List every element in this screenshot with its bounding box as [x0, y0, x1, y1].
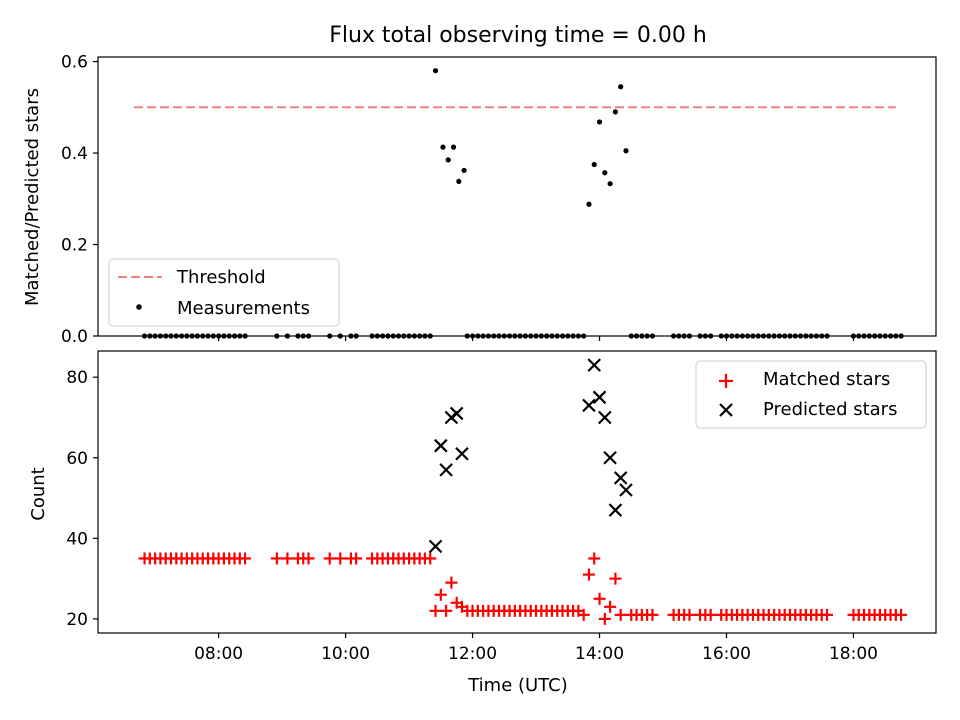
measurement-point	[456, 178, 462, 185]
measurement-point	[461, 167, 467, 174]
top-legend-measurements-label: Measurements	[177, 298, 310, 319]
x-tick-label: 12:00	[448, 644, 497, 664]
measurement-point	[450, 144, 457, 150]
bottom-legend-matched-swatch	[719, 374, 733, 388]
top-y-tick-label: 0.2	[61, 236, 88, 256]
matched-star-point	[821, 608, 834, 621]
measurement-point	[445, 157, 451, 163]
bottom-legend-predicted-label: Predicted stars	[763, 399, 897, 420]
x-tick-label: 16:00	[702, 644, 751, 664]
bottom-legend-predicted-swatch	[719, 403, 733, 417]
bottom-y-tick-label: 80	[66, 368, 88, 388]
predicted-star-point	[428, 539, 443, 554]
predicted-star-point	[619, 483, 633, 497]
top-legend: Threshold Measurements	[108, 258, 340, 327]
matched-star-point	[704, 608, 717, 621]
measurement-point	[432, 68, 439, 74]
top-y-axis-label: Matched/Predicted stars	[22, 88, 43, 306]
bottom-plot-frame	[97, 350, 937, 634]
measurement-point	[602, 170, 608, 176]
top-legend-threshold-label: Threshold	[176, 267, 266, 288]
predicted-star-point	[439, 463, 453, 477]
bottom-y-tick-label: 40	[66, 529, 88, 549]
bottom-plot-marks	[138, 358, 908, 625]
matched-star-point	[323, 552, 336, 565]
bottom-y-tick-label: 60	[66, 449, 88, 469]
bottom-legend-matched-label: Matched stars	[763, 369, 890, 390]
top-plot-frame	[97, 56, 937, 337]
matched-star-point	[281, 552, 294, 565]
predicted-star-point	[592, 390, 607, 405]
matched-star-point	[440, 604, 453, 617]
matched-star-point	[598, 612, 611, 625]
matched-star-point	[609, 572, 622, 585]
predicted-star-point	[587, 358, 602, 372]
matched-star-point	[614, 608, 627, 621]
measurement-point	[618, 84, 624, 90]
predicted-star-point	[608, 503, 623, 517]
top-y-axis-ticks: 0.0 0.2 0.4 0.6	[61, 53, 855, 347]
matched-star-point	[424, 552, 437, 565]
matched-star-point	[895, 608, 908, 621]
top-y-tick-label: 0.0	[61, 327, 88, 347]
matched-star-point	[604, 600, 617, 613]
matched-star-point	[683, 608, 696, 621]
matched-star-point	[593, 592, 606, 605]
matched-star-point	[270, 552, 283, 565]
measurement-point	[612, 109, 619, 115]
predicted-star-point	[434, 438, 448, 453]
bottom-x-axis-ticks: 08:00 10:00 12:00 14:00 16:00 18:00	[194, 633, 878, 664]
top-legend-box	[108, 258, 340, 327]
measurement-point	[623, 148, 629, 154]
bottom-legend: Matched stars Predicted stars	[695, 360, 927, 429]
matched-star-point	[429, 604, 442, 617]
bottom-legend-box	[695, 360, 927, 429]
bottom-y-tick-label: 20	[66, 610, 88, 630]
measurement-point	[586, 201, 592, 207]
matched-star-point	[445, 576, 458, 589]
measurement-point	[607, 181, 613, 187]
predicted-star-point	[613, 471, 628, 485]
x-tick-label: 10:00	[321, 644, 370, 664]
matched-star-point	[302, 552, 315, 565]
predicted-star-point	[449, 406, 464, 421]
predicted-star-point	[455, 446, 469, 461]
x-tick-label: 08:00	[194, 644, 243, 664]
matched-star-point	[582, 568, 595, 581]
matched-star-point	[434, 588, 447, 601]
measurement-point	[440, 144, 446, 150]
predicted-star-point	[598, 410, 612, 425]
top-y-tick-label: 0.4	[61, 144, 88, 164]
x-tick-label: 14:00	[575, 644, 624, 664]
predicted-star-point	[582, 398, 596, 413]
x-tick-label: 18:00	[829, 644, 878, 664]
matched-star-point	[350, 552, 363, 565]
matched-star-point	[646, 608, 659, 621]
top-y-tick-label: 0.6	[61, 53, 88, 73]
matched-star-point	[577, 608, 590, 621]
bottom-y-axis-label: Count	[28, 467, 49, 520]
matched-star-point	[588, 552, 601, 565]
chart-title: Flux total observing time = 0.00 h	[329, 23, 707, 48]
measurement-point	[596, 119, 603, 125]
measurement-point	[591, 161, 597, 168]
predicted-star-point	[603, 450, 617, 465]
matched-star-point	[334, 552, 347, 565]
top-legend-measurements-swatch	[136, 304, 142, 310]
bottom-y-axis-ticks: 20 40 60 80	[66, 368, 98, 630]
matched-star-point	[239, 552, 252, 565]
x-axis-label: Time (UTC)	[467, 675, 568, 696]
